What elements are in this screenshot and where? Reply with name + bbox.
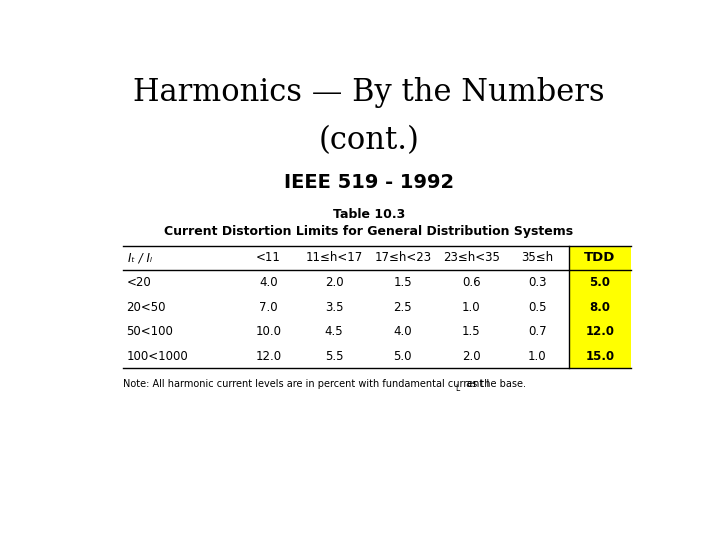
Text: Harmonics — By the Numbers: Harmonics — By the Numbers	[133, 77, 605, 109]
Text: 7.0: 7.0	[259, 300, 278, 314]
Text: 1.5: 1.5	[393, 276, 412, 289]
Text: 1.5: 1.5	[462, 325, 481, 338]
Text: 15.0: 15.0	[585, 349, 614, 362]
Text: 35≤h: 35≤h	[521, 252, 553, 265]
Text: 5.0: 5.0	[590, 276, 611, 289]
Text: Note: All harmonic current levels are in percent with fundamental current I: Note: All harmonic current levels are in…	[124, 379, 490, 389]
Text: as the base.: as the base.	[463, 379, 526, 389]
Text: 12.0: 12.0	[256, 349, 282, 362]
Bar	[569, 344, 631, 368]
Bar	[569, 319, 631, 344]
Text: 2.5: 2.5	[393, 300, 412, 314]
Text: 0.5: 0.5	[528, 300, 546, 314]
Text: IEEE 519 - 1992: IEEE 519 - 1992	[284, 173, 454, 192]
Bar	[569, 246, 631, 270]
Text: 2.0: 2.0	[325, 276, 343, 289]
Text: (cont.): (cont.)	[318, 125, 420, 156]
Text: Iₜ / Iₗ: Iₜ / Iₗ	[128, 252, 152, 265]
Text: 8.0: 8.0	[590, 300, 611, 314]
Text: 11≤h<17: 11≤h<17	[305, 252, 363, 265]
Text: 23≤h<35: 23≤h<35	[443, 252, 500, 265]
Text: 0.7: 0.7	[528, 325, 546, 338]
Text: 4.0: 4.0	[393, 325, 412, 338]
Text: 5.5: 5.5	[325, 349, 343, 362]
Text: Current Distortion Limits for General Distribution Systems: Current Distortion Limits for General Di…	[164, 225, 574, 238]
Text: <20: <20	[126, 276, 151, 289]
Text: 10.0: 10.0	[256, 325, 282, 338]
Text: 4.5: 4.5	[325, 325, 343, 338]
Bar	[569, 295, 631, 319]
Text: 2.0: 2.0	[462, 349, 481, 362]
Text: 1.0: 1.0	[462, 300, 481, 314]
Text: L: L	[456, 384, 460, 393]
Text: 50<100: 50<100	[126, 325, 173, 338]
Text: Table 10.3: Table 10.3	[333, 208, 405, 221]
Text: 5.0: 5.0	[394, 349, 412, 362]
Text: 0.3: 0.3	[528, 276, 546, 289]
Text: 0.6: 0.6	[462, 276, 481, 289]
Text: 4.0: 4.0	[259, 276, 278, 289]
Text: <11: <11	[256, 252, 281, 265]
Bar	[569, 270, 631, 295]
Text: 12.0: 12.0	[585, 325, 614, 338]
Text: 17≤h<23: 17≤h<23	[374, 252, 431, 265]
Text: TDD: TDD	[584, 252, 616, 265]
Text: 1.0: 1.0	[528, 349, 546, 362]
Text: 20<50: 20<50	[126, 300, 166, 314]
Text: 100<1000: 100<1000	[126, 349, 188, 362]
Text: 3.5: 3.5	[325, 300, 343, 314]
